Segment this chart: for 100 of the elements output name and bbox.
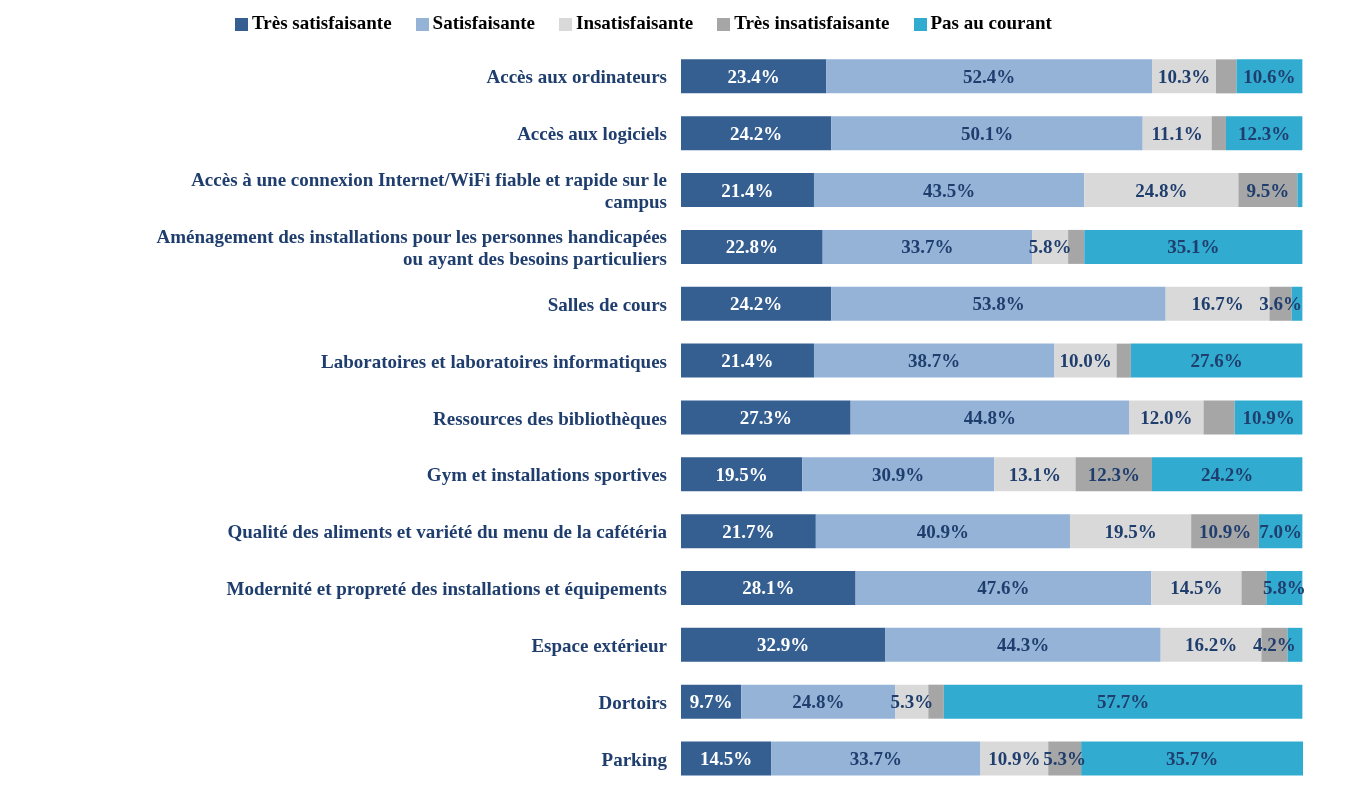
data-label: 24.2%: [730, 122, 783, 144]
y-tick-label: Salles de cours: [547, 293, 667, 315]
data-label: 11.1%: [1151, 122, 1203, 144]
bar: [815, 514, 1070, 549]
bar: [681, 286, 832, 321]
data-label: 24.2%: [730, 293, 783, 315]
legend-label: Insatisfaisante: [575, 12, 694, 33]
bar: [681, 229, 823, 264]
data-label: 27.6%: [1190, 350, 1243, 372]
data-label: 12.3%: [1087, 463, 1140, 485]
data-label: 38.7%: [908, 350, 961, 372]
y-tick-label: Accès aux logiciels: [517, 122, 667, 144]
data-label: 52.4%: [963, 65, 1016, 87]
data-label: 21.7%: [722, 520, 775, 542]
data-label: 5.8%: [1028, 236, 1072, 258]
bar: [1068, 229, 1085, 264]
data-label: 44.3%: [996, 634, 1050, 656]
data-label: 10.9%: [988, 748, 1041, 770]
y-tick-label: Aménagement des installations pour les personnes handicapées ou ayant des besoins particuliers: [156, 225, 667, 269]
bar: [855, 570, 1152, 605]
data-label: 9.7%: [689, 691, 733, 713]
data-label: 14.5%: [1170, 577, 1223, 599]
y-tick-label: Accès aux ordinateurs: [486, 65, 667, 87]
bar: [1116, 343, 1131, 378]
legend-label: Pas au courant: [930, 12, 1052, 33]
data-label: 24.8%: [792, 691, 845, 713]
y-tick-label: Parking: [601, 748, 668, 770]
data-label: 28.1%: [742, 577, 795, 599]
data-label: 27.3%: [739, 406, 792, 428]
bar: [1069, 514, 1192, 549]
data-label: 35.1%: [1167, 236, 1220, 258]
data-label: 44.8%: [963, 406, 1016, 428]
data-label: 24.8%: [1135, 179, 1188, 201]
bar: [885, 627, 1161, 662]
data-label: 21.4%: [721, 179, 774, 201]
data-label: 57.7%: [1096, 691, 1150, 713]
bar: [681, 173, 814, 208]
data-label: 10.0%: [1059, 350, 1112, 372]
bar: [1216, 59, 1237, 94]
y-tick-label: Ressources des bibliothèques: [432, 407, 667, 428]
bar: [771, 741, 981, 776]
bar: [943, 684, 1303, 719]
data-label: 21.4%: [721, 350, 774, 372]
bar: [831, 286, 1166, 321]
bar: [826, 59, 1153, 94]
bar: [681, 343, 814, 378]
bar: [813, 173, 1085, 208]
y-tick-label: Dortoirs: [598, 691, 667, 713]
data-label: 22.8%: [725, 236, 778, 258]
data-label: 47.6%: [977, 577, 1030, 599]
bar: [681, 457, 803, 492]
bar: [1297, 173, 1303, 208]
data-label: 14.5%: [699, 748, 753, 770]
bar: [1211, 116, 1226, 151]
bar: [681, 116, 832, 151]
data-label: 50.1%: [960, 122, 1014, 144]
data-label: 30.9%: [872, 463, 925, 485]
y-tick-label: Accès à une connexion Internet/WiFi fiable et rapide sur le campus: [191, 168, 667, 212]
legend-label: Satisfaisante: [432, 12, 535, 33]
data-label: 10.9%: [1242, 406, 1295, 428]
y-tick-label: Qualité des aliments et variété du menu de la cafétéria: [227, 520, 668, 542]
data-label: 40.9%: [916, 520, 970, 542]
data-label: 12.3%: [1238, 122, 1291, 144]
data-label: 24.2%: [1201, 463, 1254, 485]
data-label: 12.0%: [1140, 406, 1193, 428]
data-label: 19.5%: [1104, 520, 1157, 542]
data-label: 35.7%: [1165, 748, 1219, 770]
legend-label: Très insatisfaisante: [734, 12, 890, 33]
data-label: 19.5%: [715, 463, 768, 485]
bar: [681, 59, 827, 94]
data-label: 33.7%: [849, 748, 902, 770]
bar: [1084, 173, 1239, 208]
data-label: 10.9%: [1198, 520, 1252, 542]
bar: [1152, 457, 1303, 492]
data-label: 16.7%: [1191, 293, 1244, 315]
data-label: 10.3%: [1157, 65, 1211, 87]
bar: [681, 570, 856, 605]
bar: [681, 514, 816, 549]
data-label: 43.5%: [923, 179, 976, 201]
data-label: 7.0%: [1259, 520, 1303, 542]
y-tick-label: Espace extérieur: [531, 634, 668, 656]
data-label: 32.9%: [757, 634, 810, 656]
data-label: 5.3%: [890, 691, 934, 713]
bar: [1130, 343, 1303, 378]
data-label: 13.1%: [1008, 463, 1061, 485]
bar: [681, 627, 886, 662]
y-tick-label: Gym et installations sportives: [426, 463, 667, 485]
bar: [850, 400, 1130, 435]
legend-label: Très satisfaisante: [252, 12, 392, 33]
data-label: 53.8%: [972, 293, 1025, 315]
data-label: 33.7%: [901, 236, 954, 258]
bar: [681, 400, 851, 435]
y-tick-label: Modernité et propreté des installations et équipements: [226, 577, 667, 599]
bar: [802, 457, 995, 492]
data-label: 10.6%: [1243, 65, 1296, 87]
data-label: 9.5%: [1246, 179, 1290, 201]
y-tick-label: Laboratoires et laboratoires informatiques: [320, 350, 667, 372]
bar: [1203, 400, 1235, 435]
data-label: 16.2%: [1184, 634, 1238, 656]
data-label: 23.4%: [727, 65, 780, 87]
